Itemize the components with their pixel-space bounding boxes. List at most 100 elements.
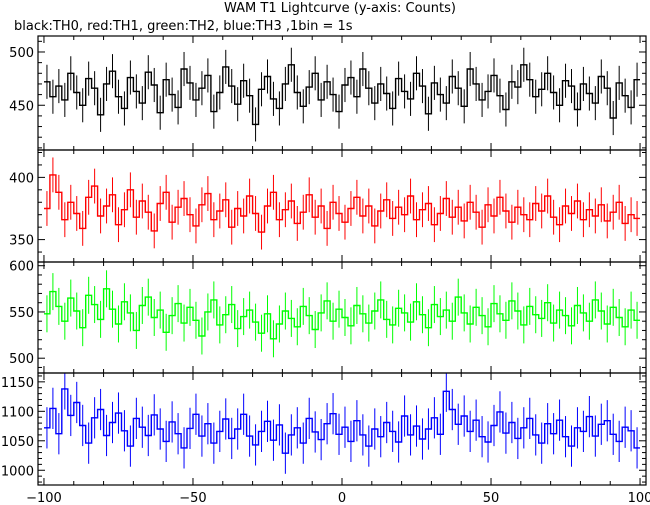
data-point bbox=[46, 207, 48, 210]
data-point bbox=[230, 437, 233, 440]
data-point bbox=[469, 430, 472, 433]
data-point bbox=[278, 423, 281, 426]
data-point bbox=[361, 215, 364, 217]
data-point bbox=[469, 201, 472, 204]
data-point bbox=[391, 107, 394, 110]
data-point bbox=[350, 440, 352, 443]
data-point bbox=[165, 78, 168, 81]
panel-th3: 1000 1050 1100 1150 bbox=[1, 372, 647, 486]
data-point bbox=[344, 84, 346, 86]
data-point bbox=[552, 91, 555, 94]
data-point bbox=[600, 75, 603, 78]
data-point bbox=[129, 188, 132, 191]
data-point bbox=[600, 203, 603, 206]
data-point bbox=[105, 83, 108, 85]
data-point bbox=[552, 322, 555, 324]
data-point bbox=[171, 93, 174, 96]
data-point bbox=[397, 307, 400, 310]
data-point bbox=[183, 446, 185, 449]
data-point bbox=[582, 83, 585, 85]
y-tick-label: 500 bbox=[9, 352, 34, 367]
data-point bbox=[534, 313, 537, 316]
data-point bbox=[171, 421, 174, 423]
data-point bbox=[224, 313, 227, 316]
data-point bbox=[558, 223, 561, 226]
data-point bbox=[546, 72, 549, 75]
data-point bbox=[385, 92, 388, 95]
data-point bbox=[290, 200, 293, 202]
data-point bbox=[594, 299, 597, 301]
panel-th1: 350 400 bbox=[9, 149, 647, 263]
data-point bbox=[201, 87, 203, 90]
data-point bbox=[457, 296, 460, 299]
data-point bbox=[63, 99, 66, 101]
data-point bbox=[499, 196, 501, 199]
data-point bbox=[308, 86, 311, 89]
y-tick-label: 1150 bbox=[1, 376, 34, 391]
data-point bbox=[129, 445, 132, 447]
data-point bbox=[248, 435, 251, 437]
data-point bbox=[171, 221, 174, 224]
data-point bbox=[415, 300, 418, 303]
series-th0 bbox=[44, 47, 640, 142]
data-point bbox=[540, 88, 543, 91]
panels: 4505003504005005506001000105011001150−10… bbox=[1, 35, 650, 505]
data-point bbox=[505, 108, 507, 111]
data-point bbox=[582, 218, 585, 221]
data-point bbox=[588, 92, 591, 95]
data-point bbox=[403, 415, 406, 417]
data-point bbox=[111, 421, 114, 424]
y-tick-label: 550 bbox=[9, 306, 34, 321]
data-point bbox=[135, 90, 138, 93]
y-tick-label: 1050 bbox=[1, 435, 34, 450]
data-point bbox=[284, 310, 287, 312]
data-point bbox=[618, 440, 621, 443]
panel-frame bbox=[37, 149, 647, 263]
data-point bbox=[153, 413, 156, 416]
data-point bbox=[302, 105, 305, 108]
data-point bbox=[290, 433, 293, 436]
data-point bbox=[87, 294, 90, 297]
data-point bbox=[487, 325, 489, 328]
data-point bbox=[236, 327, 239, 330]
data-point bbox=[391, 324, 394, 326]
data-point bbox=[463, 311, 466, 314]
data-point bbox=[57, 191, 60, 194]
data-point bbox=[248, 309, 251, 311]
data-point bbox=[350, 324, 352, 327]
data-point bbox=[338, 433, 340, 436]
data-point bbox=[522, 324, 525, 326]
data-point bbox=[75, 310, 78, 312]
data-point bbox=[624, 325, 627, 328]
data-point bbox=[52, 407, 54, 410]
data-point bbox=[63, 320, 66, 323]
data-point bbox=[189, 213, 191, 216]
x-tick-label: 0 bbox=[338, 491, 346, 505]
data-point bbox=[296, 91, 299, 94]
data-point bbox=[189, 81, 191, 84]
data-point bbox=[505, 319, 507, 322]
data-point bbox=[624, 426, 627, 429]
data-point bbox=[636, 319, 638, 322]
data-point bbox=[117, 223, 120, 226]
data-point bbox=[600, 310, 603, 312]
data-point bbox=[409, 97, 412, 100]
data-point bbox=[409, 321, 412, 324]
chart-subtitle: black:TH0, red:TH1, green:TH2, blue:TH3 … bbox=[14, 19, 353, 34]
data-point bbox=[552, 216, 555, 219]
data-point bbox=[427, 428, 430, 430]
data-point bbox=[326, 299, 328, 302]
data-point bbox=[445, 197, 448, 200]
data-point bbox=[230, 303, 233, 306]
x-tick-label: 50 bbox=[483, 491, 500, 505]
data-point bbox=[457, 87, 460, 90]
data-point bbox=[99, 408, 102, 411]
data-point bbox=[373, 102, 376, 105]
data-point bbox=[218, 430, 221, 433]
x-tick-label: 100 bbox=[628, 491, 650, 505]
data-point bbox=[373, 310, 376, 312]
data-point bbox=[522, 426, 525, 429]
data-point bbox=[296, 426, 299, 429]
data-point bbox=[427, 112, 430, 115]
data-point bbox=[636, 78, 638, 81]
